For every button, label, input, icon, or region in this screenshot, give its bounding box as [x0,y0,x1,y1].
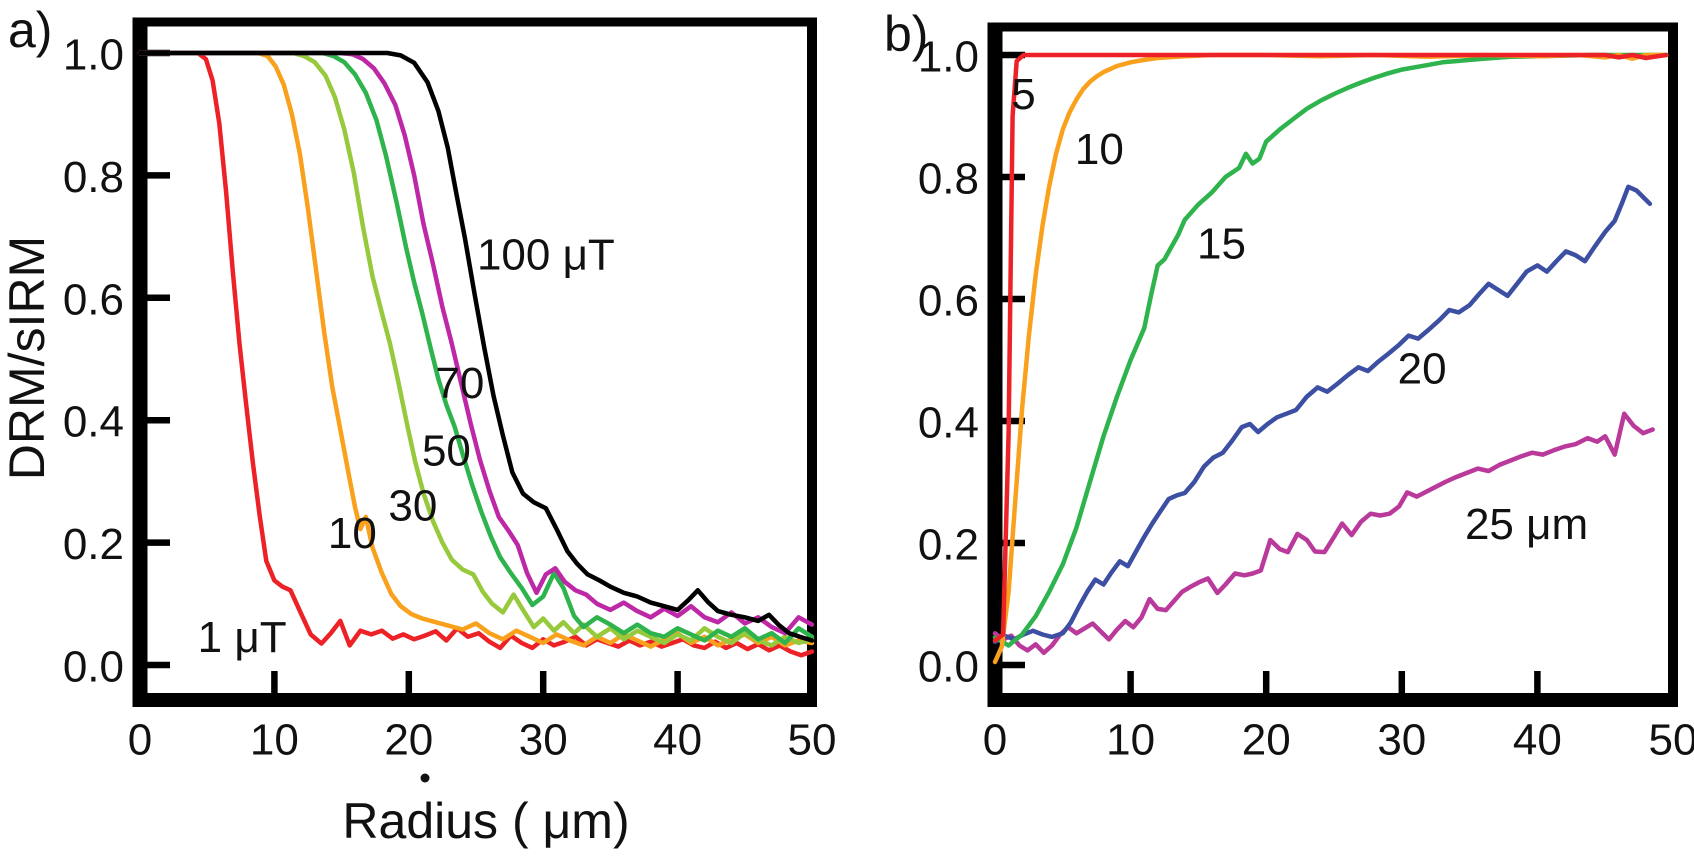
series-label-1-uT: 1 μT [198,613,287,662]
x-tick-label-40: 40 [653,716,702,765]
x-tick-label-30: 30 [1377,716,1426,765]
series-line-10-uT [137,50,815,649]
y-tick-label-0.8: 0.8 [63,153,124,202]
panel-b: 0 10 20 30 40 50 0.0 0.2 0.4 0.6 0.8 1.0 25 μm 20 15 10… [884,6,1694,765]
x-tick-label-20: 20 [384,716,433,765]
panel-letter-a: a) [8,2,52,58]
y-tick-label-1.0: 1.0 [918,33,979,82]
series-label-5-um: 5 [1011,70,1035,119]
y-tick-label-0.6: 0.6 [63,275,124,324]
x-tick-label-50: 50 [1649,716,1694,765]
y-tick-label-0.8: 0.8 [918,155,979,204]
series-label-50-uT: 50 [422,426,471,475]
y-tick-label-0.6: 0.6 [918,277,979,326]
series-label-70-uT: 70 [435,359,484,408]
series-label-25-um: 25 μm [1465,500,1588,549]
x-tick-label-20: 20 [1242,716,1291,765]
stray-dot-artifact [420,773,430,783]
x-tick-label-0: 0 [983,716,1007,765]
x-tick-label-30: 30 [519,716,568,765]
y-tick-label-1.0: 1.0 [63,31,124,80]
x-axis-title: Radius ( μm) [342,793,629,849]
series-line-100-uT [137,50,815,643]
series-label-100-uT: 100 μT [477,230,615,279]
series-line-50-uT [137,50,815,646]
series-line-20-um [992,184,1653,645]
series-line-25-um [992,411,1655,656]
series-label-10-um: 10 [1075,125,1124,174]
x-tick-label-50: 50 [788,716,837,765]
x-tick-label-40: 40 [1513,716,1562,765]
series-label-15-um: 15 [1197,220,1246,269]
y-tick-label-0.4: 0.4 [63,398,124,447]
y-axis-title: DRM/sIRM [0,236,55,480]
y-tick-label-0.0: 0.0 [918,643,979,692]
y-tick-label-0.0: 0.0 [63,643,124,692]
series-label-30-uT: 30 [388,481,437,530]
series-line-30-uT [137,50,815,648]
y-tick-label-0.4: 0.4 [918,399,979,448]
series-line-15-um [992,52,1669,648]
y-tick-label-0.2: 0.2 [63,520,124,569]
x-tick-label-0: 0 [128,716,152,765]
y-tick-label-0.2: 0.2 [918,521,979,570]
panel-a: 0 10 20 30 40 500.00.20.40.60.81.01 μT1030507… [0,2,836,849]
series-label-20-um: 20 [1398,345,1447,394]
series-line-5-um [992,52,1669,643]
x-tick-label-10: 10 [1106,716,1155,765]
series-line-70-uT [137,50,815,636]
x-tick-label-10: 10 [250,716,299,765]
panel-letter-b: b) [884,6,928,62]
series-label-10-uT: 10 [328,509,377,558]
series-line-1-uT [137,50,815,658]
